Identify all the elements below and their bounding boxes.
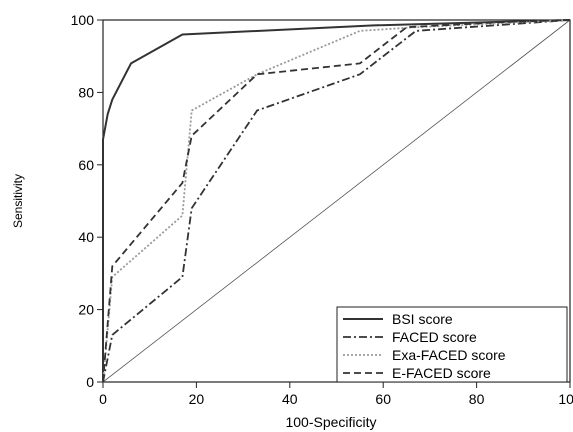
series-line-1	[102, 19, 571, 383]
legend-label: E-FACED score	[392, 365, 491, 381]
y-tick-label: 0	[86, 374, 94, 390]
y-tick-label: 20	[78, 302, 94, 318]
y-axis: 0 20 40 60 80 100	[71, 12, 103, 390]
y-tick-label: 100	[71, 12, 95, 28]
x-tick-label: 60	[375, 391, 391, 407]
x-axis: 0 20 40 60 80 100	[99, 382, 573, 407]
series-line-2	[102, 19, 571, 383]
series-layer	[102, 19, 571, 383]
x-tick-label: 0	[99, 391, 107, 407]
legend-label: BSI score	[392, 311, 453, 327]
series-line-0	[102, 19, 571, 382]
y-tick-label: 60	[78, 157, 94, 173]
x-tick-label: 40	[282, 391, 298, 407]
y-axis-title: Sensitivity	[11, 174, 25, 228]
legend-label: FACED score	[392, 329, 477, 345]
y-tick-label: 40	[78, 229, 94, 245]
x-axis-title: 100-Specificity	[285, 414, 376, 430]
legend-label: Exa-FACED score	[392, 347, 506, 363]
x-tick-label: 20	[189, 391, 205, 407]
reference-diagonal	[102, 19, 571, 383]
x-tick-label: 100	[558, 391, 573, 407]
x-tick-label: 80	[469, 391, 485, 407]
legend: BSI score FACED score Exa-FACED score E-FAC…	[336, 306, 568, 383]
y-tick-label: 80	[78, 84, 94, 100]
